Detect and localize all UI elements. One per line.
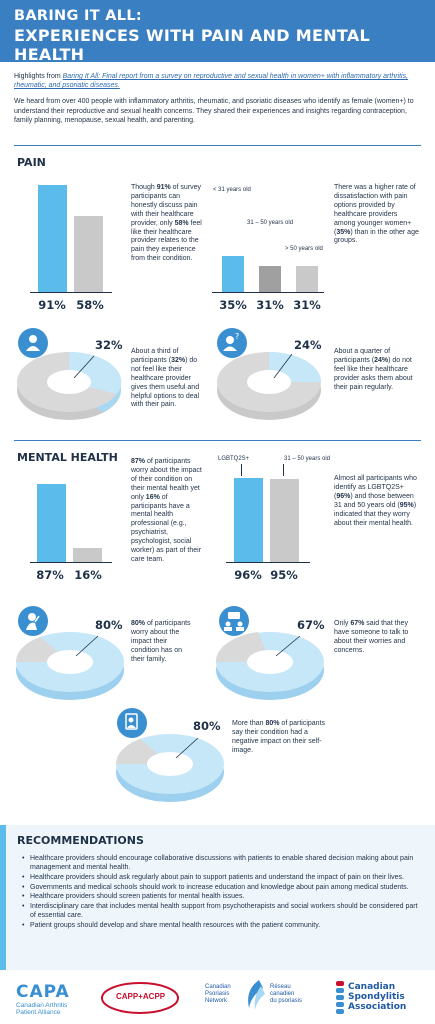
recommendations-title: RECOMMENDATIONS xyxy=(17,834,144,847)
intro: Highlights from Baring It All: Final rep… xyxy=(14,72,419,132)
cpn-fr-line: canadien xyxy=(270,991,295,997)
donut-pct-32: 32% xyxy=(95,338,123,352)
cpn-wave-icon xyxy=(248,980,265,1010)
cpn-logo-fr[interactable]: Réseau canadien du psoriasis xyxy=(270,984,302,1005)
capa-sub2: Patient Alliance xyxy=(16,1009,61,1016)
list-item: Governments and medical schools should w… xyxy=(22,883,422,892)
cpn-logo-en[interactable]: Canadian Psoriasis Network xyxy=(205,984,231,1005)
label-31-50: 31 – 50 years old xyxy=(247,220,294,226)
pain-pct-31b: 31% xyxy=(293,298,321,312)
capa-name: CAPA xyxy=(16,982,70,1002)
person-icon xyxy=(18,328,48,358)
pain-pct-31a: 31% xyxy=(256,298,284,312)
partner-logos: CAPA Canadian Arthritis Patient Alliance… xyxy=(0,972,435,1024)
svg-text:?: ? xyxy=(235,332,239,341)
mh-pct-16: 16% xyxy=(74,568,102,582)
pain-donut-text-1: About a third of participants (32%) do n… xyxy=(131,348,200,409)
axis-line xyxy=(30,292,112,293)
question-person-icon: ? xyxy=(217,328,247,358)
label-31-50-mh: 31 – 50 years old xyxy=(284,456,331,462)
list-item: Healthcare providers should screen patie… xyxy=(22,892,422,901)
mental-section-title: MENTAL HEALTH xyxy=(17,451,118,464)
label-leader xyxy=(241,464,242,476)
mh-pct-96: 96% xyxy=(234,568,262,582)
bar-35 xyxy=(222,256,244,292)
donut-80b xyxy=(115,734,224,802)
donut-pct-80b: 80% xyxy=(193,719,221,733)
donut-80a xyxy=(15,632,124,700)
divider xyxy=(14,145,421,146)
intro-prefix: Highlights from xyxy=(14,73,63,80)
cpn-fr-line: Réseau xyxy=(270,984,291,990)
mh-pct-87: 87% xyxy=(36,568,64,582)
label-lgbtq: LGBTQ2S+ xyxy=(218,456,250,462)
stressed-person-icon xyxy=(18,606,48,636)
bar-31a xyxy=(259,266,281,292)
mirror-icon xyxy=(117,708,147,738)
header-title-line2: EXPERIENCES WITH PAIN AND MENTAL HEALTH xyxy=(14,26,371,64)
divider xyxy=(14,440,421,441)
pain-section-title: PAIN xyxy=(17,156,46,169)
pain-donut-text-2: About a quarter of participants (24%) do… xyxy=(334,348,413,391)
mh-text-2: Almost all participants who identify as … xyxy=(334,475,417,527)
list-item: Healthcare providers should encourage co… xyxy=(22,854,422,872)
bar-91 xyxy=(38,185,67,292)
csa-spine-icon xyxy=(336,981,344,1014)
cpn-fr-line: du psoriasis xyxy=(270,998,303,1004)
pain-pct-35: 35% xyxy=(219,298,247,312)
page-header: BARING IT ALL: EXPERIENCES WITH PAIN AND… xyxy=(0,0,435,64)
mh-donut-text-2: Only 67% said that they have someone to … xyxy=(334,620,409,654)
recommendations-accent xyxy=(0,825,6,970)
donut-24 xyxy=(217,352,321,420)
pain-pct-91: 91% xyxy=(38,298,66,312)
donut-pct-67: 67% xyxy=(297,618,325,632)
donut-67 xyxy=(215,632,324,700)
header-title-line1: BARING IT ALL: xyxy=(14,8,142,24)
bar-31b xyxy=(296,266,318,292)
csa-logo[interactable]: Canadian Spondylitis Association xyxy=(348,982,406,1012)
pain-pct-58: 58% xyxy=(76,298,104,312)
axis-line xyxy=(30,562,112,563)
mh-donut-text-1: 80% of participants worry about the impa… xyxy=(131,620,191,663)
label-under-31: < 31 years old xyxy=(213,187,251,193)
recommendations-list: Healthcare providers should encourage co… xyxy=(22,854,422,931)
csa-line: Association xyxy=(348,1002,407,1012)
donut-pct-24: 24% xyxy=(294,338,322,352)
mh-text-1: 87% of participants worry about the impa… xyxy=(131,458,202,563)
mh-pct-95: 95% xyxy=(270,568,298,582)
list-item: Healthcare providers should ask regularl… xyxy=(22,873,422,882)
csa-line: Spondylitis xyxy=(348,992,405,1002)
label-over-50: > 50 years old xyxy=(285,246,323,252)
bar-87 xyxy=(37,484,66,562)
bar-16 xyxy=(73,548,102,562)
pain-text-1: Though 91% of survey participants can ho… xyxy=(131,184,202,263)
cpn-en-line: Psoriasis xyxy=(205,991,230,997)
axis-line xyxy=(212,292,324,293)
cpn-en-line: Network xyxy=(205,998,228,1004)
list-item: Patient groups should develop and share … xyxy=(22,921,422,930)
donut-32 xyxy=(17,351,122,420)
pain-text-2: There was a higher rate of dissatisfacti… xyxy=(334,184,419,245)
intro-paragraph-1: Highlights from Baring It All: Final rep… xyxy=(14,72,419,90)
bar-95 xyxy=(270,479,299,562)
capp-logo[interactable]: CAPP+ACPP xyxy=(100,980,180,1021)
cpn-en-line: Canadian xyxy=(205,984,231,990)
capa-logo[interactable]: CAPA Canadian Arthritis Patient Alliance xyxy=(16,982,70,1016)
csa-line: Canadian xyxy=(348,982,396,992)
bar-58 xyxy=(74,216,103,292)
donut-pct-80a: 80% xyxy=(95,618,123,632)
axis-line xyxy=(226,562,310,563)
list-item: Interdisciplinary care that includes men… xyxy=(22,902,422,920)
bar-96 xyxy=(234,478,263,562)
capa-sub1: Canadian Arthritis xyxy=(16,1002,68,1009)
mh-donut-text-3: More than 80% of participants say their … xyxy=(232,720,326,754)
conversation-icon xyxy=(219,606,249,636)
report-link[interactable]: Baring It All: Final report from a surve… xyxy=(14,73,409,90)
intro-paragraph-2: We heard from over 400 people with infla… xyxy=(14,98,414,124)
label-leader xyxy=(283,464,284,476)
capp-name: CAPP+ACPP xyxy=(116,992,166,1001)
